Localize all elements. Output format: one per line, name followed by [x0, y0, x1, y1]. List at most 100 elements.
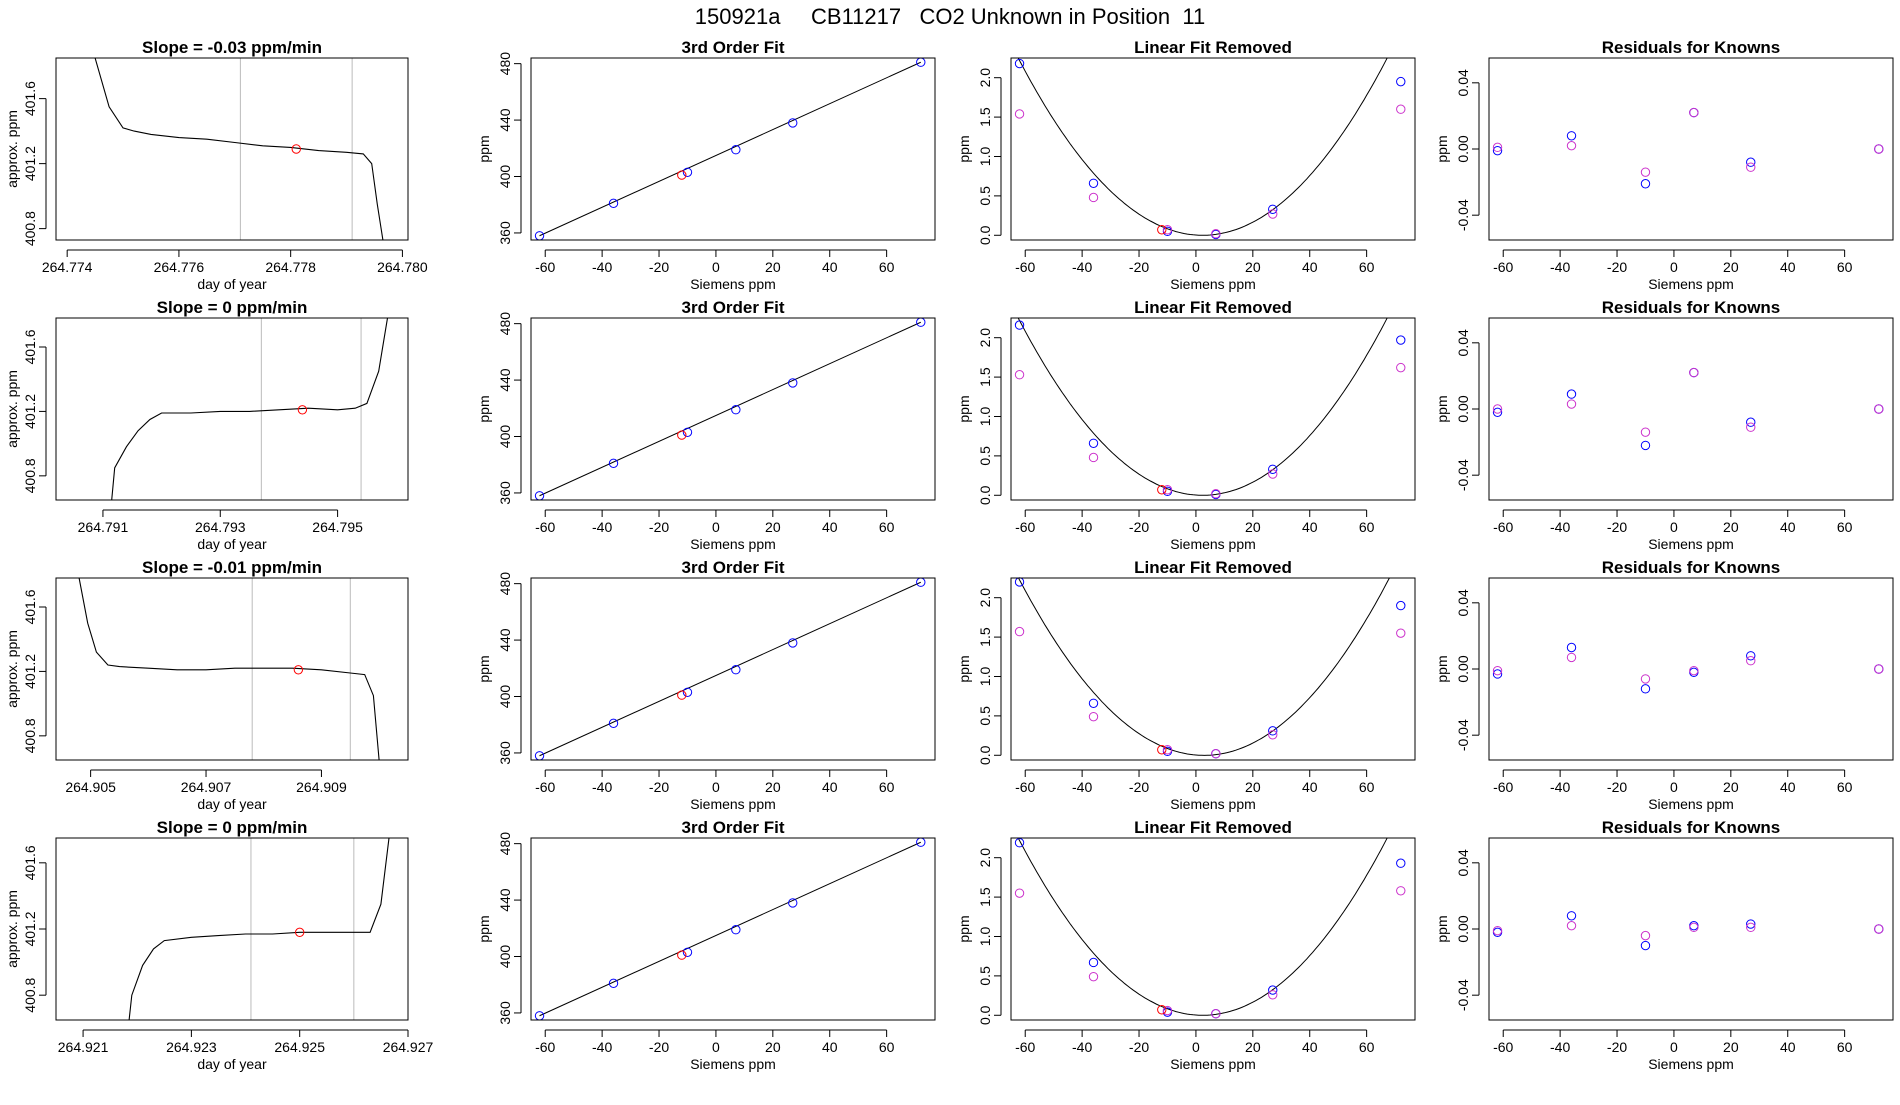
panel-r4c4-point-s1-1: [1566, 920, 1577, 931]
panel-r1c4-point-s1-3: [1689, 107, 1699, 118]
panel-r1c2-x-tick-label-0: -60: [535, 259, 555, 275]
panel-r4c3-frame: [1010, 837, 1416, 1021]
panel-r1c1-y-label: approx. ppm: [4, 110, 20, 188]
panel-r3c3-y-label: ppm: [956, 655, 972, 682]
panel-r4c3-x-tick-label-3: 0: [1192, 1039, 1200, 1055]
panel-r3c2-x-tick-label-1: -40: [592, 779, 612, 795]
panel-r3c4-point-s0-2: [1640, 684, 1651, 694]
panel-r3c3-point-s0-1: [1088, 698, 1099, 708]
panel-r2c3: Linear Fit Removed -60 -40 -20 0 20 40 60 Siemen…: [956, 298, 1416, 552]
panel-r3c1-x-tick-label-0: 264.905: [65, 779, 116, 795]
panel-r2c1-x-tick-label-0: 264.791: [78, 519, 129, 535]
panel-r2c1-y-tick-label-1: 401.2: [22, 394, 38, 429]
panel-r4c3-y-label: ppm: [956, 915, 972, 942]
panel-r2c1-frame: [55, 317, 409, 501]
panel-r4c1-frame: [55, 837, 409, 1021]
panel-r1c3-y-tick-label-2: 1.0: [977, 147, 993, 167]
panel-r3c1-title: Slope = -0.01 ppm/min: [142, 558, 322, 577]
panel-r2c3-plot-area: [1017, 318, 1388, 496]
panel-r4c4-x-tick-label-3: 0: [1670, 1039, 1678, 1055]
panel-r3c2-x-tick-label-0: -60: [535, 779, 555, 795]
panel-r2c1-y-tick-label-2: 401.6: [22, 329, 38, 364]
panel-r4c2-y-tick-label-1: 400: [497, 945, 513, 969]
panel-r4c3-point-s1-2: [1162, 1005, 1173, 1016]
panel-r3c3-x-label: Siemens ppm: [1170, 796, 1256, 812]
panel-r1c3-point-s0-1: [1088, 178, 1099, 188]
panel-r2c3-y-tick-label-3: 1.5: [977, 367, 993, 387]
panel-r1c1-x-label: day of year: [197, 276, 267, 292]
panel-r1c4-y-tick-label-1: 0.00: [1455, 135, 1471, 162]
panel-r3c2-y-tick-label-2: 440: [497, 628, 513, 652]
panel-r1c1-x-tick-label-0: 264.774: [42, 259, 93, 275]
panel-r1c3-point-s1-2: [1162, 225, 1173, 235]
panel-r4c4-point-s0-4: [1746, 919, 1756, 929]
panel-r4c4-x-tick-label-4: 20: [1723, 1039, 1739, 1055]
panel-r1c1-x-tick-label-1: 264.776: [154, 259, 205, 275]
panel-r4c4-y-tick-label-1: 0.00: [1455, 915, 1471, 942]
panel-r2c2-y-tick-label-3: 480: [497, 312, 513, 336]
panel-r1c4: Residuals for Knowns -60 -40 -20 0 20 40 60 Siem…: [1434, 38, 1894, 292]
panel-r4c4-point-s0-2: [1640, 940, 1651, 951]
panel-r4c3-y-tick-label-3: 1.5: [977, 887, 993, 907]
panel-r3c3-y-tick-label-0: 0.0: [977, 745, 993, 765]
panel-r1c1-y-tick-label-1: 401.2: [22, 146, 38, 181]
panel-r2c3-y-tick-label-1: 0.5: [977, 446, 993, 466]
panel-r4c4-y-tick-label-2: 0.04: [1455, 849, 1471, 876]
panel-r3c4-frame: [1488, 577, 1894, 761]
panel-r4c1: Slope = 0 ppm/min 264.921 264.923 264.925 26…: [4, 818, 434, 1072]
panel-r3c3-y-tick-label-1: 0.5: [977, 706, 993, 726]
panel-r4c1-title: Slope = 0 ppm/min: [157, 818, 308, 837]
panel-r1c3-y-tick-label-1: 0.5: [977, 186, 993, 206]
panel-r2c3-point-s0-4: [1268, 464, 1278, 474]
panel-r3c3-x-tick-label-0: -60: [1015, 779, 1035, 795]
panel-r2c1-y-label: approx. ppm: [4, 370, 20, 448]
panel-r2c2-y-label: ppm: [476, 395, 492, 422]
panel-r2c1-x-tick-label-2: 264.795: [312, 519, 363, 535]
panel-r3c4-title: Residuals for Knowns: [1602, 558, 1781, 577]
panel-r4c1-trace-line: [128, 838, 390, 1020]
panel-r1c2-x-tick-label-5: 40: [822, 259, 838, 275]
panel-r3c3-x-tick-label-1: -40: [1072, 779, 1092, 795]
panel-r4c3-point-s0-1: [1088, 957, 1099, 968]
panel-r2c4-point-s0-1: [1566, 389, 1577, 399]
panel-r3c2-fit-line: [539, 581, 921, 757]
panel-r2c2-title: 3rd Order Fit: [682, 298, 785, 317]
panel-r3c2-y-tick-label-1: 400: [497, 685, 513, 709]
panel-r3c1-trace-line: [78, 578, 380, 760]
panel-r3c1-y-tick-label-2: 401.6: [22, 589, 38, 624]
panel-r4c2-y-tick-label-3: 480: [497, 832, 513, 856]
panel-r2c4-point-s1-5: [1874, 404, 1884, 414]
panel-r1c2-point-s0-4: [788, 118, 798, 128]
panel-r3c3-point-s1-0: [1014, 626, 1025, 637]
panel-r1c4-point-s0-4: [1746, 157, 1756, 167]
panel-r4c4-frame: [1488, 837, 1894, 1021]
panel-r1c2-point-s0-3: [731, 145, 741, 155]
panel-r1c2-point-s0-1: [608, 198, 619, 209]
panel-r3c3-title: Linear Fit Removed: [1134, 558, 1292, 577]
panel-r4c3-x-tick-label-4: 20: [1245, 1039, 1261, 1055]
panel-r4c4-y-tick-label-0: -0.04: [1455, 979, 1471, 1011]
panel-r4c3-point-s1-0: [1014, 888, 1025, 898]
panel-r2c4-point-s1-2: [1640, 427, 1651, 437]
main-title: 150921a CB11217 CO2 Unknown in Position …: [694, 4, 1206, 29]
panel-r3c1-frame: [55, 577, 409, 761]
panel-r4c3-x-tick-label-2: -20: [1129, 1039, 1149, 1055]
panel-r2c2-fit-line: [539, 321, 921, 497]
panel-r2c4-x-tick-label-3: 0: [1670, 519, 1678, 535]
panel-r1c3-point-s1-5: [1396, 104, 1406, 114]
panel-r2c3-x-label: Siemens ppm: [1170, 536, 1256, 552]
panel-r4c4-x-tick-label-0: -60: [1493, 1039, 1513, 1055]
panel-r3c1-y-label: approx. ppm: [4, 630, 20, 708]
panel-r1c3-point-s2-0: [1157, 225, 1167, 235]
panel-r3c3-frame: [1010, 577, 1416, 761]
panel-r2c2-y-tick-label-2: 440: [497, 368, 513, 392]
panel-r1c4-y-tick-label-2: 0.04: [1455, 69, 1471, 96]
panel-r1c2-point-s1-0: [677, 170, 687, 180]
panel-r3c3-x-tick-label-2: -20: [1129, 779, 1149, 795]
panel-r2c1-marker-point: [297, 405, 308, 415]
panel-r1c2-point-s0-2: [682, 167, 693, 177]
panel-r1c3-x-tick-label-6: 60: [1359, 259, 1375, 275]
panel-r4c4-point-s1-3: [1689, 922, 1699, 933]
panel-r1c4-point-s1-4: [1746, 162, 1756, 172]
